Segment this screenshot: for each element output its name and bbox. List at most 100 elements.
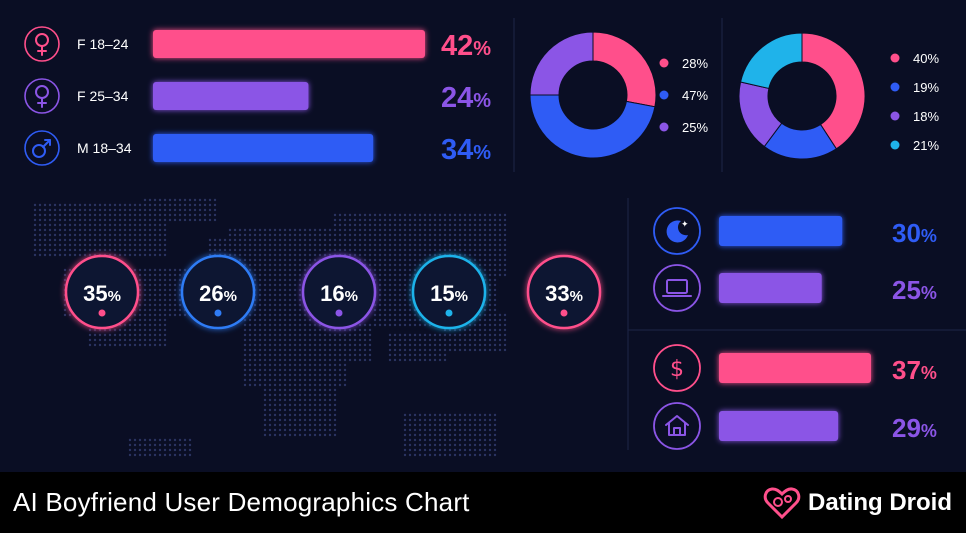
map-dot: [348, 343, 352, 347]
map-dot: [458, 223, 462, 227]
map-dot: [318, 343, 322, 347]
map-dot: [313, 433, 317, 437]
map-dot: [323, 233, 327, 237]
map-dot: [68, 208, 72, 212]
map-dot: [428, 358, 432, 362]
map-dot: [353, 253, 357, 257]
map-dot: [468, 433, 472, 437]
map-dot: [428, 353, 432, 357]
map-dot: [308, 323, 312, 327]
map-dot: [438, 453, 442, 457]
map-dot: [308, 353, 312, 357]
map-dot: [268, 418, 272, 422]
map-dot: [283, 398, 287, 402]
bar: [153, 82, 309, 110]
map-dot: [108, 243, 112, 247]
map-dot: [343, 343, 347, 347]
map-dot: [68, 223, 72, 227]
map-dot: [308, 368, 312, 372]
map-dot: [263, 293, 267, 297]
map-dot: [503, 328, 507, 332]
map-dot: [283, 298, 287, 302]
map-dot: [203, 208, 207, 212]
map-dot: [323, 433, 327, 437]
map-dot: [278, 248, 282, 252]
map-dot: [488, 278, 492, 282]
map-dot: [178, 298, 182, 302]
map-dot: [148, 293, 152, 297]
map-dot: [298, 418, 302, 422]
map-dot: [403, 348, 407, 352]
map-dot: [433, 338, 437, 342]
map-dot: [403, 343, 407, 347]
map-dot: [68, 213, 72, 217]
map-dot: [468, 233, 472, 237]
map-dot: [248, 343, 252, 347]
map-dot: [353, 238, 357, 242]
map-dot: [173, 203, 177, 207]
map-dot: [498, 258, 502, 262]
map-dot: [53, 233, 57, 237]
map-dot: [293, 238, 297, 242]
map-dot: [348, 348, 352, 352]
map-dot: [443, 333, 447, 337]
map-dot: [283, 293, 287, 297]
map-dot: [58, 228, 62, 232]
map-dot: [253, 343, 257, 347]
donut-slice: [529, 31, 594, 96]
map-dot: [403, 298, 407, 302]
map-dot: [413, 248, 417, 252]
map-dot: [243, 348, 247, 352]
map-dot: [348, 253, 352, 257]
map-dot: [143, 318, 147, 322]
map-dot: [138, 253, 142, 257]
map-dot: [143, 323, 147, 327]
map-dot: [83, 203, 87, 207]
map-dot: [108, 333, 112, 337]
region-ring: [301, 254, 377, 330]
map-dot: [88, 233, 92, 237]
map-dot: [333, 343, 337, 347]
bar-value-label: 24%: [441, 82, 491, 114]
map-dot: [468, 223, 472, 227]
map-dot: [473, 338, 477, 342]
map-dot: [83, 243, 87, 247]
map-dot: [138, 233, 142, 237]
map-dot: [173, 208, 177, 212]
map-dot: [138, 323, 142, 327]
map-dot: [323, 358, 327, 362]
map-dot: [413, 238, 417, 242]
map-dot: [483, 433, 487, 437]
map-dot: [433, 233, 437, 237]
map-dot: [328, 368, 332, 372]
map-dot: [483, 248, 487, 252]
map-dot: [338, 328, 342, 332]
map-dot: [88, 333, 92, 337]
map-dot: [423, 233, 427, 237]
map-dot: [353, 223, 357, 227]
map-dot: [118, 218, 122, 222]
map-dot: [313, 368, 317, 372]
map-dot: [363, 333, 367, 337]
map-dot: [243, 378, 247, 382]
map-dot: [383, 278, 387, 282]
map-dot: [453, 238, 457, 242]
map-dot: [398, 323, 402, 327]
map-dot: [143, 218, 147, 222]
map-dot: [273, 273, 277, 277]
map-dot: [478, 228, 482, 232]
map-dot: [273, 373, 277, 377]
map-dot: [503, 323, 507, 327]
map-dot: [153, 198, 157, 202]
map-dot: [288, 283, 292, 287]
map-dot: [363, 338, 367, 342]
footer-bar: AI Boyfriend User Demographics Chart Dat…: [0, 472, 966, 533]
brand-logo[interactable]: Dating Droid: [762, 485, 952, 521]
map-dot: [298, 248, 302, 252]
map-dot: [343, 373, 347, 377]
map-dot: [498, 323, 502, 327]
map-dot: [43, 213, 47, 217]
map-dot: [443, 218, 447, 222]
map-dot: [148, 208, 152, 212]
map-dot: [358, 343, 362, 347]
